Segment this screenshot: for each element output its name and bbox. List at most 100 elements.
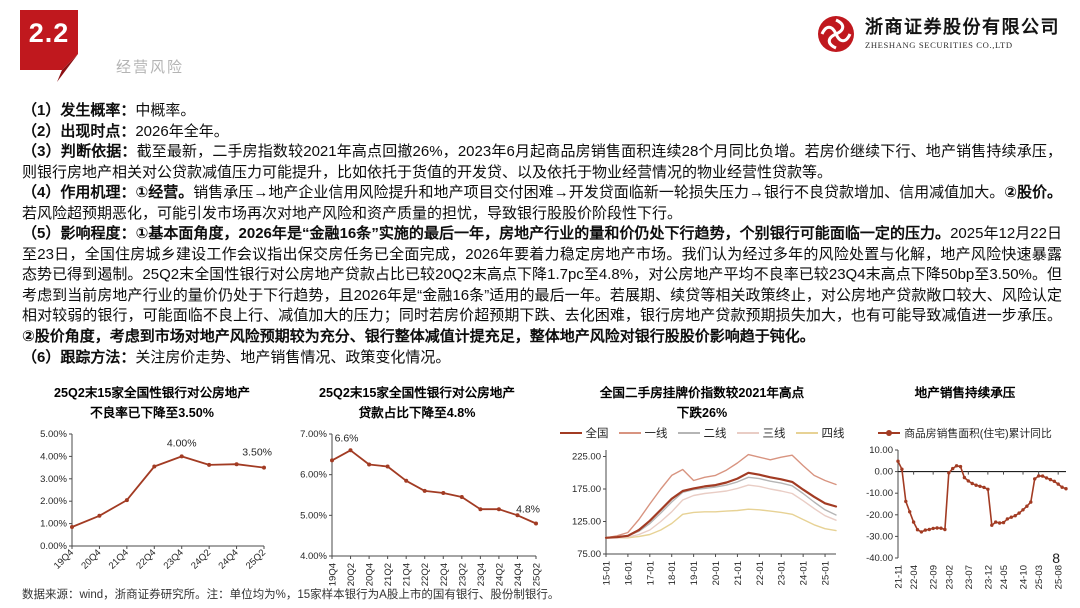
svg-text:25-08: 25-08: [1054, 565, 1065, 589]
svg-text:24-01: 24-01: [799, 561, 810, 585]
section-badge-shape: [20, 10, 78, 82]
chart-title-line2: 不良率已下降至3.50%: [90, 405, 214, 420]
chart-corporate-re-npl: 25Q2末15家全国性银行对公房地产 不良率已下降至3.50% 0.00% 1.0…: [24, 384, 280, 596]
body-paragraph: （4）作用机理：①经营。销售承压→地产企业信用风险提升和地产项目交付困难→开发贷…: [22, 184, 1063, 222]
svg-text:22-01: 22-01: [755, 561, 766, 585]
svg-text:-20.00: -20.00: [866, 510, 893, 521]
svg-text:22Q4: 22Q4: [134, 547, 158, 571]
svg-text:4.00%: 4.00%: [300, 551, 327, 562]
legend-swatch: [618, 432, 641, 434]
svg-text:23-02: 23-02: [944, 565, 955, 589]
company-name-block: 浙商证券股份有限公司 ZHESHANG SECURITIES CO.,LTD: [865, 17, 1060, 50]
svg-text:7.00%: 7.00%: [300, 429, 327, 440]
legend-item: 三线: [736, 425, 786, 441]
legend-item: 全国: [559, 425, 609, 441]
chart-title-line1: 25Q2末15家全国性银行对公房地产: [54, 386, 250, 400]
chart-title: 25Q2末15家全国性银行对公房地产 不良率已下降至3.50%: [24, 384, 280, 424]
svg-text:3.50%: 3.50%: [242, 447, 272, 459]
body-paragraph: （2）出现时点：2026年全年。: [22, 122, 229, 140]
body-paragraph: （6）跟踪方法：关注房价走势、地产销售情况、政策变化情况。: [22, 348, 451, 366]
svg-text:225.00: 225.00: [572, 452, 601, 463]
chart-canvas: 4.00% 5.00% 6.00% 7.00% 19Q4 20Q2 20Q4 21Q2 21Q4…: [300, 429, 543, 586]
legend-item: 商品房销售面积(住宅)累计同比: [878, 425, 1052, 441]
svg-text:22-09: 22-09: [929, 565, 940, 589]
legend-item: 一线: [618, 425, 668, 441]
chart-legend: 全国 一线 二线 三线 四线: [554, 424, 850, 442]
svg-text:6.00%: 6.00%: [300, 470, 327, 481]
svg-text:22Q2: 22Q2: [420, 563, 431, 586]
svg-text:23Q4: 23Q4: [162, 547, 186, 571]
legend-label: 商品房销售面积(住宅)累计同比: [904, 428, 1052, 440]
svg-text:20Q2: 20Q2: [346, 563, 357, 586]
svg-text:25Q2: 25Q2: [532, 563, 543, 586]
svg-text:18-01: 18-01: [667, 561, 678, 585]
charts-row: 25Q2末15家全国性银行对公房地产 不良率已下降至3.50% 0.00% 1.0…: [24, 384, 1076, 608]
svg-text:5.00%: 5.00%: [40, 429, 67, 440]
company-name-cn: 浙商证券股份有限公司: [865, 17, 1060, 38]
legend-swatch: [677, 432, 700, 434]
legend-label: 一线: [644, 428, 668, 440]
svg-text:-30.00: -30.00: [866, 531, 893, 542]
svg-text:24-10: 24-10: [1019, 565, 1030, 589]
body-paragraph: （3）判断依据：截至最新，二手房指数较2021年高点回撤26%，2023年6月起…: [22, 143, 1063, 181]
svg-text:0.00%: 0.00%: [40, 541, 67, 552]
body-paragraph: （1）发生概率：中概率。: [22, 102, 196, 119]
legend-item: 二线: [677, 425, 727, 441]
svg-text:16-01: 16-01: [623, 561, 634, 585]
chart-title: 全国二手房挂牌价指数较2021年高点 下跌26%: [554, 384, 850, 424]
chart-title: 地产销售持续承压: [854, 384, 1076, 424]
svg-text:17-01: 17-01: [645, 561, 656, 585]
chart-canvas: 0.00%1.00%2.00%3.00%4.00%5.00%19Q4 20Q4 21…: [40, 429, 272, 572]
svg-text:19-01: 19-01: [689, 561, 700, 585]
svg-text:125.00: 125.00: [572, 517, 601, 528]
svg-text:22-04: 22-04: [909, 565, 920, 589]
section-title: 经营风险: [116, 59, 185, 76]
svg-text:23Q4: 23Q4: [476, 563, 487, 586]
svg-text:20-01: 20-01: [711, 561, 722, 585]
chart-housing-sales-yoy: 地产销售持续承压 商品房销售面积(住宅)累计同比 10.00 0.00 -10.00…: [854, 384, 1076, 608]
svg-text:175.00: 175.00: [572, 484, 601, 495]
legend-label: 四线: [821, 428, 845, 440]
chart-corporate-re-loan-share: 25Q2末15家全国性银行对公房地产 贷款占比下降至4.8% 4.00% 5.00…: [284, 384, 550, 608]
chart-title-line2: 贷款占比下降至4.8%: [358, 405, 476, 420]
legend-swatch: [736, 432, 759, 434]
svg-text:24Q2: 24Q2: [189, 547, 213, 571]
legend-label: 三线: [762, 428, 786, 440]
svg-text:-40.00: -40.00: [866, 553, 893, 564]
body-paragraph: （5）影响程度：①基本面角度，2026年是“金融16条”实施的最后一年，房地产行…: [22, 225, 1062, 346]
svg-text:21Q4: 21Q4: [107, 547, 131, 571]
svg-text:24Q2: 24Q2: [494, 563, 505, 586]
svg-text:15-01: 15-01: [602, 561, 613, 585]
section-number: 2.2: [28, 18, 70, 48]
svg-text:6.6%: 6.6%: [335, 432, 359, 444]
svg-text:25-01: 25-01: [821, 561, 832, 585]
svg-text:2.00%: 2.00%: [40, 496, 67, 507]
chart-title-line2: 下跌26%: [676, 405, 728, 420]
svg-text:21Q4: 21Q4: [402, 563, 413, 586]
svg-text:20Q4: 20Q4: [79, 547, 103, 571]
svg-text:21-11: 21-11: [894, 565, 905, 589]
svg-text:21Q2: 21Q2: [383, 563, 394, 586]
legend-swatch: [878, 429, 901, 436]
footnote: 数据来源：wind，浙商证券研究所。注：单位均为%，15家样本银行为A股上市的国…: [22, 589, 560, 601]
body-text: （1）发生概率：中概率。 （2）出现时点：2026年全年。 （3）判断依据：截至最新…: [22, 101, 1062, 368]
chart-canvas: 75.00 125.00 175.00 225.00 15-01 16-01 17-01 18…: [572, 450, 838, 585]
svg-text:3.00%: 3.00%: [40, 474, 67, 485]
svg-text:-10.00: -10.00: [866, 488, 893, 499]
chart-title: 25Q2末15家全国性银行对公房地产 贷款占比下降至4.8%: [284, 384, 550, 424]
chart-secondhand-price-index: 全国二手房挂牌价指数较2021年高点 下跌26% 全国 一线 二线 三线 四线 75.0…: [554, 384, 850, 606]
zheshang-flower-icon: [816, 14, 856, 54]
chart-title-line1: 全国二手房挂牌价指数较2021年高点: [599, 386, 805, 400]
svg-text:75.00: 75.00: [577, 549, 601, 560]
company-logo: 浙商证券股份有限公司 ZHESHANG SECURITIES CO.,LTD: [816, 14, 1060, 54]
page-number: 8: [1052, 550, 1060, 566]
svg-text:4.8%: 4.8%: [516, 503, 540, 515]
svg-text:20Q4: 20Q4: [365, 563, 376, 586]
svg-text:10.00: 10.00: [869, 445, 893, 456]
svg-text:23-12: 23-12: [983, 565, 994, 589]
chart-title-line1: 25Q2末15家全国性银行对公房地产: [319, 386, 515, 400]
svg-text:23Q2: 23Q2: [457, 563, 468, 586]
svg-text:24-05: 24-05: [999, 565, 1010, 589]
svg-text:5.00%: 5.00%: [300, 510, 327, 521]
